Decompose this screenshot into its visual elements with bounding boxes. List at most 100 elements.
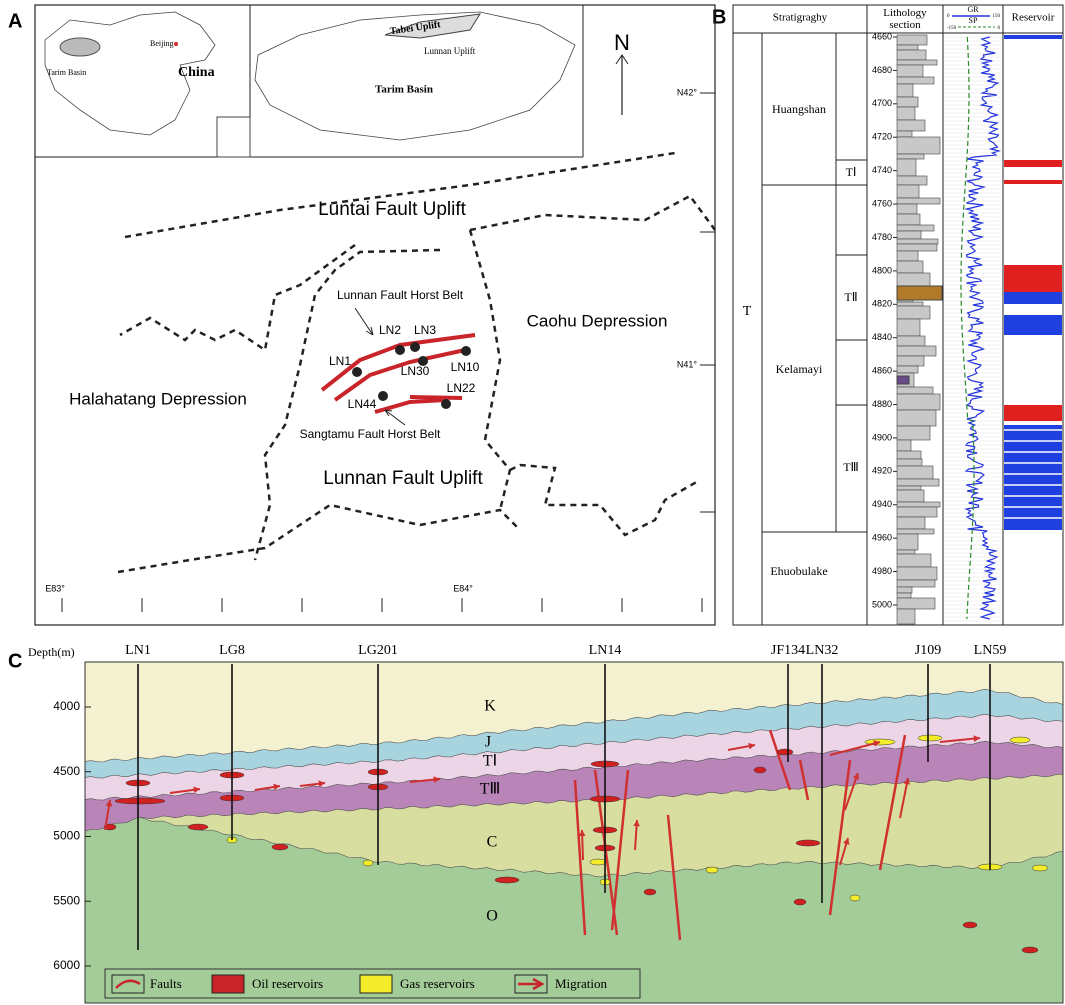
member-label: TⅡ	[844, 290, 857, 304]
legend-swatch	[359, 974, 393, 994]
inset-label: Tarim Basin	[47, 68, 86, 77]
dashed-boundary	[253, 248, 441, 561]
lon-ticks	[61, 598, 703, 612]
tarim-outline	[254, 11, 576, 141]
gr-curve	[964, 36, 1002, 620]
fault-line	[333, 348, 466, 402]
lithology-block	[896, 224, 935, 232]
reservoir	[362, 859, 374, 867]
pointer-arrow	[384, 409, 406, 426]
lithology-block	[896, 345, 937, 357]
regions: Luntai Fault Uplift Lunnan Fault Horst Be…	[69, 199, 667, 489]
longitude-label: E83°	[45, 583, 65, 593]
inset-label: China	[178, 65, 215, 80]
legend-swatch	[211, 974, 245, 994]
legend-label: Oil reservoirs	[252, 976, 323, 991]
depth-tick-label: 4000	[53, 699, 80, 713]
depth-tick-label: 5000	[872, 599, 892, 609]
well-label: LN32	[806, 643, 839, 658]
column-frame	[732, 4, 1064, 626]
reservoir	[103, 823, 117, 831]
lithology-block	[896, 375, 910, 385]
lithology-block	[896, 501, 941, 508]
lithology-block	[896, 175, 928, 186]
tarim-basin-shape	[59, 37, 101, 57]
well-label: LG201	[358, 643, 398, 658]
dashed-boundary	[509, 463, 701, 537]
depth-tick-label: 4920	[872, 466, 892, 476]
region-label: Luntai Fault Uplift	[318, 199, 467, 220]
map-frame	[34, 4, 716, 626]
longitude-label: E84°	[453, 583, 473, 593]
well-label: LN59	[974, 643, 1007, 658]
inset-label: Tarim Basin	[375, 84, 433, 96]
migration-head	[843, 838, 850, 845]
reservoir	[589, 858, 607, 866]
fault	[768, 729, 792, 791]
depth-tick-label: 4840	[872, 332, 892, 342]
lithology-block	[896, 528, 935, 535]
lithology-block	[896, 450, 922, 460]
well-label: LN2	[379, 323, 401, 337]
well-label: J109	[915, 643, 941, 658]
north-arrow	[615, 54, 629, 65]
reservoir	[187, 823, 209, 831]
fault	[798, 759, 810, 801]
depth-tick-label: 4660	[872, 31, 892, 41]
well-dot	[378, 391, 388, 401]
migration-head	[273, 783, 280, 791]
lithology-block	[896, 44, 919, 51]
migration-arrow	[829, 741, 881, 756]
reservoir	[795, 839, 821, 847]
well-label: LN3	[414, 323, 436, 337]
region-label: Halahatang Depression	[69, 389, 247, 408]
lithology-block	[896, 285, 943, 301]
reservoir	[705, 866, 719, 874]
lithology-block	[896, 533, 919, 551]
depth-tick-label: 4780	[872, 232, 892, 242]
lithology-block	[896, 439, 912, 452]
section-frame	[84, 661, 1064, 1004]
panel-label: C	[8, 650, 22, 672]
pointer-arrow	[354, 307, 374, 336]
migration-head	[873, 740, 880, 747]
migration-arrow	[899, 777, 909, 819]
well-label: JF134	[771, 643, 805, 658]
dashed-boundary	[469, 194, 717, 232]
reservoir	[753, 766, 767, 774]
layer-label: TⅠ	[483, 753, 498, 770]
lithology-block	[896, 230, 922, 240]
section-features	[103, 729, 1049, 954]
china-outline	[44, 11, 216, 136]
fault-line	[320, 333, 476, 392]
system-label: T	[743, 304, 752, 319]
scale-label: -150	[947, 26, 957, 31]
dashed-boundary	[119, 243, 356, 353]
reservoir-block	[1004, 425, 1062, 530]
lithology-block	[896, 485, 922, 491]
fault	[878, 734, 907, 871]
migration-head	[852, 773, 860, 780]
fault-line	[374, 398, 446, 414]
lithology-block	[896, 425, 931, 441]
fault	[573, 779, 587, 936]
beijing-dot	[174, 42, 178, 46]
depth-tick-label: 4720	[872, 132, 892, 142]
depth-tick-label: 4860	[872, 365, 892, 375]
tabei-uplift-shape	[384, 13, 481, 39]
scale-label: 0	[947, 14, 950, 19]
formation-label: Huangshan	[772, 102, 826, 116]
lithology-block	[896, 478, 940, 487]
depth-tick-label: 4700	[872, 98, 892, 108]
lithology-block	[896, 458, 923, 467]
lithology-block	[896, 592, 912, 599]
reservoir	[1021, 946, 1039, 954]
lithology-block	[896, 153, 925, 160]
panel-label: B	[712, 6, 726, 28]
lithology-block	[896, 59, 938, 66]
reservoir-block	[1004, 160, 1062, 167]
legend-label: Faults	[150, 976, 182, 991]
lithology-block	[896, 250, 919, 262]
reservoir-block	[1004, 405, 1062, 421]
